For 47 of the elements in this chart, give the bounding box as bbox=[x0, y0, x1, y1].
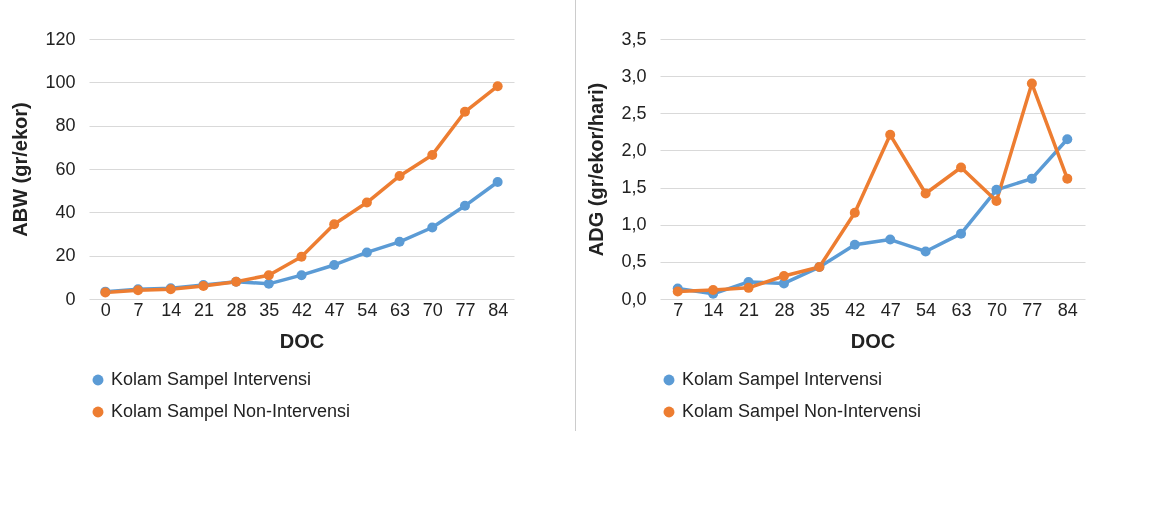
y-tick-label: 1,5 bbox=[621, 177, 647, 198]
y-tick-label: 80 bbox=[55, 115, 76, 136]
y-tick-label: 120 bbox=[45, 28, 76, 49]
x-axis-title: DOC bbox=[850, 329, 896, 352]
legend-label: Kolam Sampel Intervensi bbox=[111, 369, 312, 389]
x-tick-label: 42 bbox=[845, 299, 866, 320]
y-tick-label: 2,0 bbox=[621, 139, 647, 160]
x-tick-label: 7 bbox=[133, 299, 144, 320]
x-tick-label: 21 bbox=[193, 299, 214, 320]
y-axis-title: ADG (gr/ekor/hari) bbox=[585, 82, 608, 257]
x-tick-label: 35 bbox=[809, 299, 830, 320]
x-tick-label: 70 bbox=[422, 299, 443, 320]
x-axis-title: DOC bbox=[279, 329, 325, 352]
x-tick-label: 35 bbox=[259, 299, 280, 320]
y-tick-label: 3,5 bbox=[621, 28, 647, 49]
y-tick-label: 40 bbox=[55, 201, 76, 222]
x-tick-label: 0 bbox=[100, 299, 111, 320]
x-tick-label: 28 bbox=[774, 299, 795, 320]
x-tick-label: 7 bbox=[673, 299, 684, 320]
legend-label: Kolam Sampel Intervensi bbox=[682, 369, 883, 389]
x-tick-label: 84 bbox=[1057, 299, 1078, 320]
x-tick-label: 63 bbox=[390, 299, 411, 320]
y-axis-title: ABW (gr/ekor) bbox=[9, 102, 32, 237]
y-tick-label: 0,0 bbox=[621, 288, 647, 309]
x-tick-label: 54 bbox=[357, 299, 378, 320]
y-tick-label: 1,0 bbox=[621, 214, 647, 235]
x-tick-label: 77 bbox=[1022, 299, 1043, 320]
y-tick-label: 0,5 bbox=[621, 251, 647, 272]
x-tick-label: 54 bbox=[916, 299, 937, 320]
x-tick-label: 42 bbox=[291, 299, 313, 320]
x-tick-label: 77 bbox=[455, 299, 476, 320]
x-tick-label: 63 bbox=[951, 299, 972, 320]
y-tick-label: 2,5 bbox=[621, 102, 647, 123]
x-tick-label: 28 bbox=[226, 299, 247, 320]
y-tick-label: 100 bbox=[45, 71, 76, 92]
x-tick-label: 84 bbox=[488, 299, 509, 320]
x-tick-label: 47 bbox=[880, 299, 901, 320]
legend-label: Kolam Sampel Non-Intervensi bbox=[111, 401, 351, 421]
x-tick-label: 47 bbox=[324, 299, 345, 320]
x-tick-label: 14 bbox=[703, 299, 724, 320]
x-tick-label: 14 bbox=[161, 299, 182, 320]
x-tick-label: 21 bbox=[739, 299, 760, 320]
legend-label: Kolam Sampel Non-Intervensi bbox=[682, 401, 922, 421]
y-tick-label: 20 bbox=[55, 245, 76, 266]
x-tick-label: 70 bbox=[986, 299, 1007, 320]
y-tick-label: 3,0 bbox=[621, 65, 647, 86]
y-tick-label: 60 bbox=[55, 158, 76, 179]
